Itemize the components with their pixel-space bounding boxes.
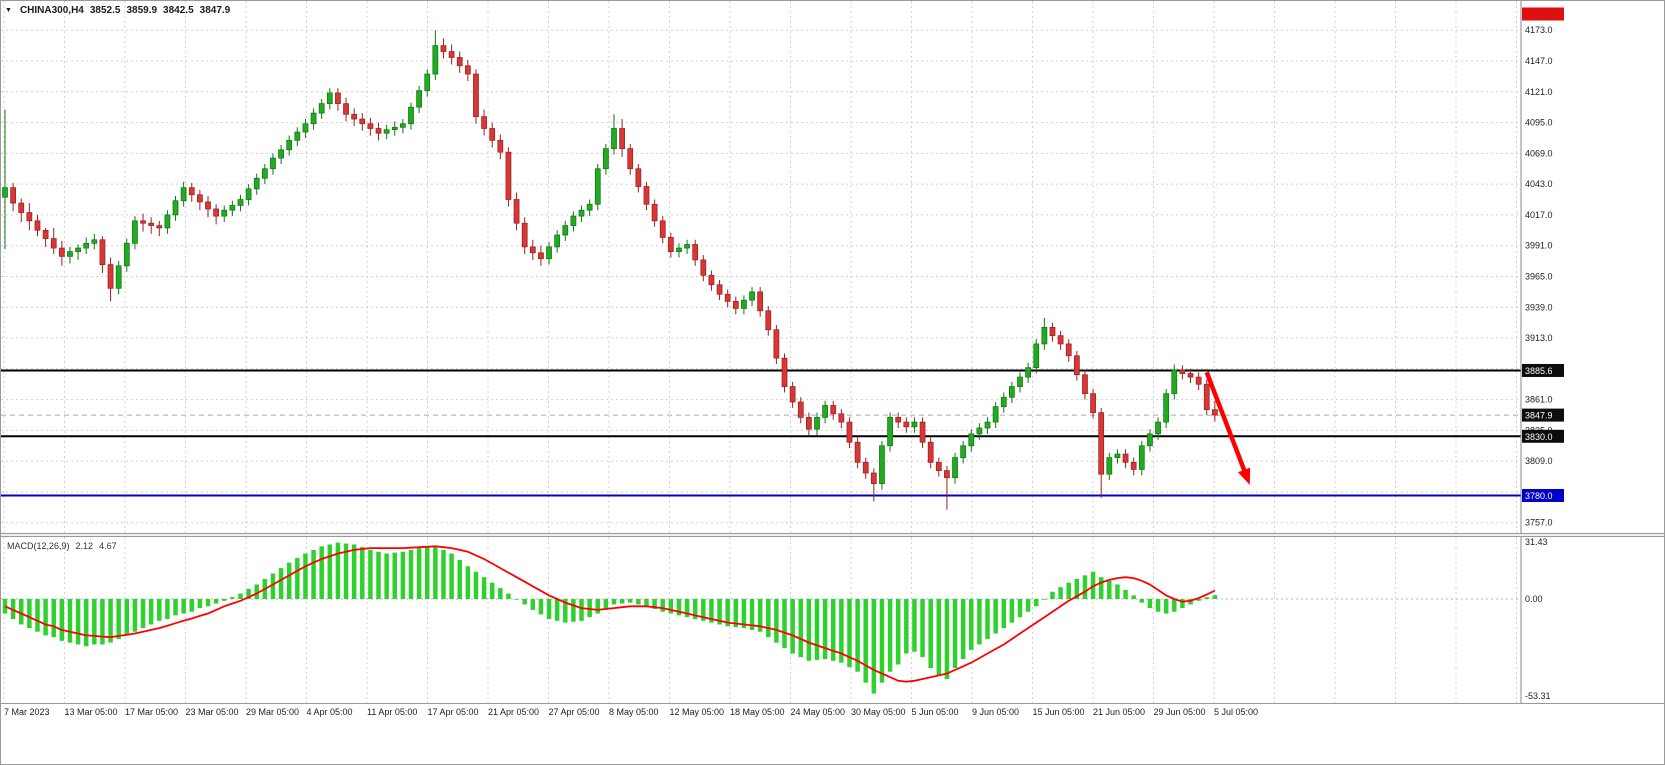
time-axis-label: 7 Mar 2023 bbox=[4, 707, 50, 717]
time-axis-label: 29 Mar 05:00 bbox=[246, 707, 300, 717]
time-axis-label: 29 Jun 05:00 bbox=[1153, 707, 1206, 717]
ohlc-open-value: 3852.5 bbox=[89, 5, 121, 16]
macd-axis-label: 0.00 bbox=[1525, 594, 1543, 604]
time-axis-label: 17 Mar 05:00 bbox=[125, 707, 179, 717]
time-axis-label: 21 Apr 05:00 bbox=[488, 707, 540, 717]
time-axis-label: 13 Mar 05:00 bbox=[64, 707, 118, 717]
time-axis-label: 27 Apr 05:00 bbox=[548, 707, 600, 717]
time-axis-label: 24 May 05:00 bbox=[790, 707, 846, 717]
time-axis-label: 5 Jun 05:00 bbox=[911, 707, 959, 717]
price-axis-label: 3939.0 bbox=[1525, 302, 1553, 312]
price-axis-label: 3757.0 bbox=[1525, 518, 1553, 528]
ohlc-high-value: 3859.9 bbox=[126, 5, 158, 16]
price-badge-label: 3780.0 bbox=[1525, 491, 1553, 501]
time-axis-label: 9 Jun 05:00 bbox=[972, 707, 1020, 717]
ohlc-close-value: 3847.9 bbox=[199, 5, 231, 16]
symbol-period-label: CHINA300,H4 bbox=[19, 5, 84, 16]
trend-arrow[interactable] bbox=[1204, 371, 1251, 485]
time-axis[interactable]: 7 Mar 2023 13 Mar 05:00 17 Mar 05:00 23 Mar… bbox=[1, 703, 1664, 723]
price-axis-label: 4173.0 bbox=[1525, 25, 1553, 35]
chart-symbol-readout: ▼ CHINA300,H4 3852.5 3859.9 3842.5 3847.… bbox=[5, 5, 230, 16]
time-axis-label: 4 Apr 05:00 bbox=[306, 707, 353, 717]
macd-axis-label: 31.43 bbox=[1525, 537, 1548, 547]
price-badge-label: 3830.0 bbox=[1525, 432, 1553, 442]
price-chart-panel[interactable]: 4173.0 4147.0 4121.0 4095.0 4069.0 4043.0 4017… bbox=[1, 1, 1665, 533]
price-axis-label: 4121.0 bbox=[1525, 87, 1553, 97]
level-badge-3830-0 bbox=[1522, 429, 1564, 443]
time-axis-label: 30 May 05:00 bbox=[851, 707, 906, 717]
price-axis-label: 4043.0 bbox=[1525, 179, 1553, 189]
macd-readout: MACD(12,26,9) 2.12 4.67 bbox=[7, 541, 117, 551]
panel-separator[interactable] bbox=[1, 533, 1664, 537]
symbol-dropdown-icon[interactable]: ▼ bbox=[5, 7, 12, 14]
time-axis-label: 12 May 05:00 bbox=[669, 707, 725, 717]
price-axis-label: 4147.0 bbox=[1525, 56, 1553, 66]
price-axis[interactable]: 4173.0 4147.0 4121.0 4095.0 4069.0 4043.0 4017… bbox=[1522, 7, 1564, 528]
macd-histogram bbox=[2, 542, 1218, 694]
price-axis-label: 3861.0 bbox=[1525, 395, 1553, 405]
candles-layer bbox=[2, 30, 1218, 510]
ohlc-low-value: 3842.5 bbox=[163, 5, 194, 16]
grid-layer bbox=[1, 1, 1521, 533]
price-axis-label: 3913.0 bbox=[1525, 333, 1553, 343]
alert-badge bbox=[1522, 7, 1564, 21]
macd-signal-line bbox=[4, 545, 1216, 683]
level-lines[interactable] bbox=[1, 369, 1521, 497]
macd-main-value: 2.12 bbox=[75, 541, 94, 551]
time-axis-label: 8 May 05:00 bbox=[609, 707, 659, 717]
price-badge-label: 3847.9 bbox=[1525, 411, 1553, 421]
macd-axis-label: -53.31 bbox=[1525, 691, 1551, 701]
time-axis-label: 18 May 05:00 bbox=[730, 707, 785, 717]
price-axis-label: 3991.0 bbox=[1525, 241, 1553, 251]
price-axis-label: 3809.0 bbox=[1525, 456, 1553, 466]
time-axis-label: 17 Apr 05:00 bbox=[427, 707, 479, 717]
macd-label: MACD(12,26,9) bbox=[7, 541, 70, 551]
price-badge-label: 3885.6 bbox=[1525, 366, 1553, 376]
macd-axis[interactable]: 31.43 0.00 -53.31 bbox=[1525, 537, 1551, 701]
price-axis-label: 4069.0 bbox=[1525, 148, 1553, 158]
macd-signal-value: 4.67 bbox=[99, 541, 117, 551]
time-axis-label: 15 Jun 05:00 bbox=[1032, 707, 1085, 717]
macd-indicator-panel[interactable]: 31.43 0.00 -53.31 bbox=[1, 537, 1665, 703]
level-badge-3885-6 bbox=[1522, 363, 1564, 377]
price-axis-label: 3965.0 bbox=[1525, 271, 1553, 281]
time-axis-label: 23 Mar 05:00 bbox=[185, 707, 239, 717]
time-axis-label: 11 Apr 05:00 bbox=[367, 707, 418, 717]
time-axis-label: 5 Jul 05:00 bbox=[1214, 707, 1259, 717]
level-badge-3780-0 bbox=[1522, 488, 1564, 502]
price-axis-label: 4017.0 bbox=[1525, 210, 1553, 220]
time-axis-label: 21 Jun 05:00 bbox=[1093, 707, 1146, 717]
price-axis-label: 4095.0 bbox=[1525, 118, 1553, 128]
current-price-badge bbox=[1522, 408, 1564, 422]
